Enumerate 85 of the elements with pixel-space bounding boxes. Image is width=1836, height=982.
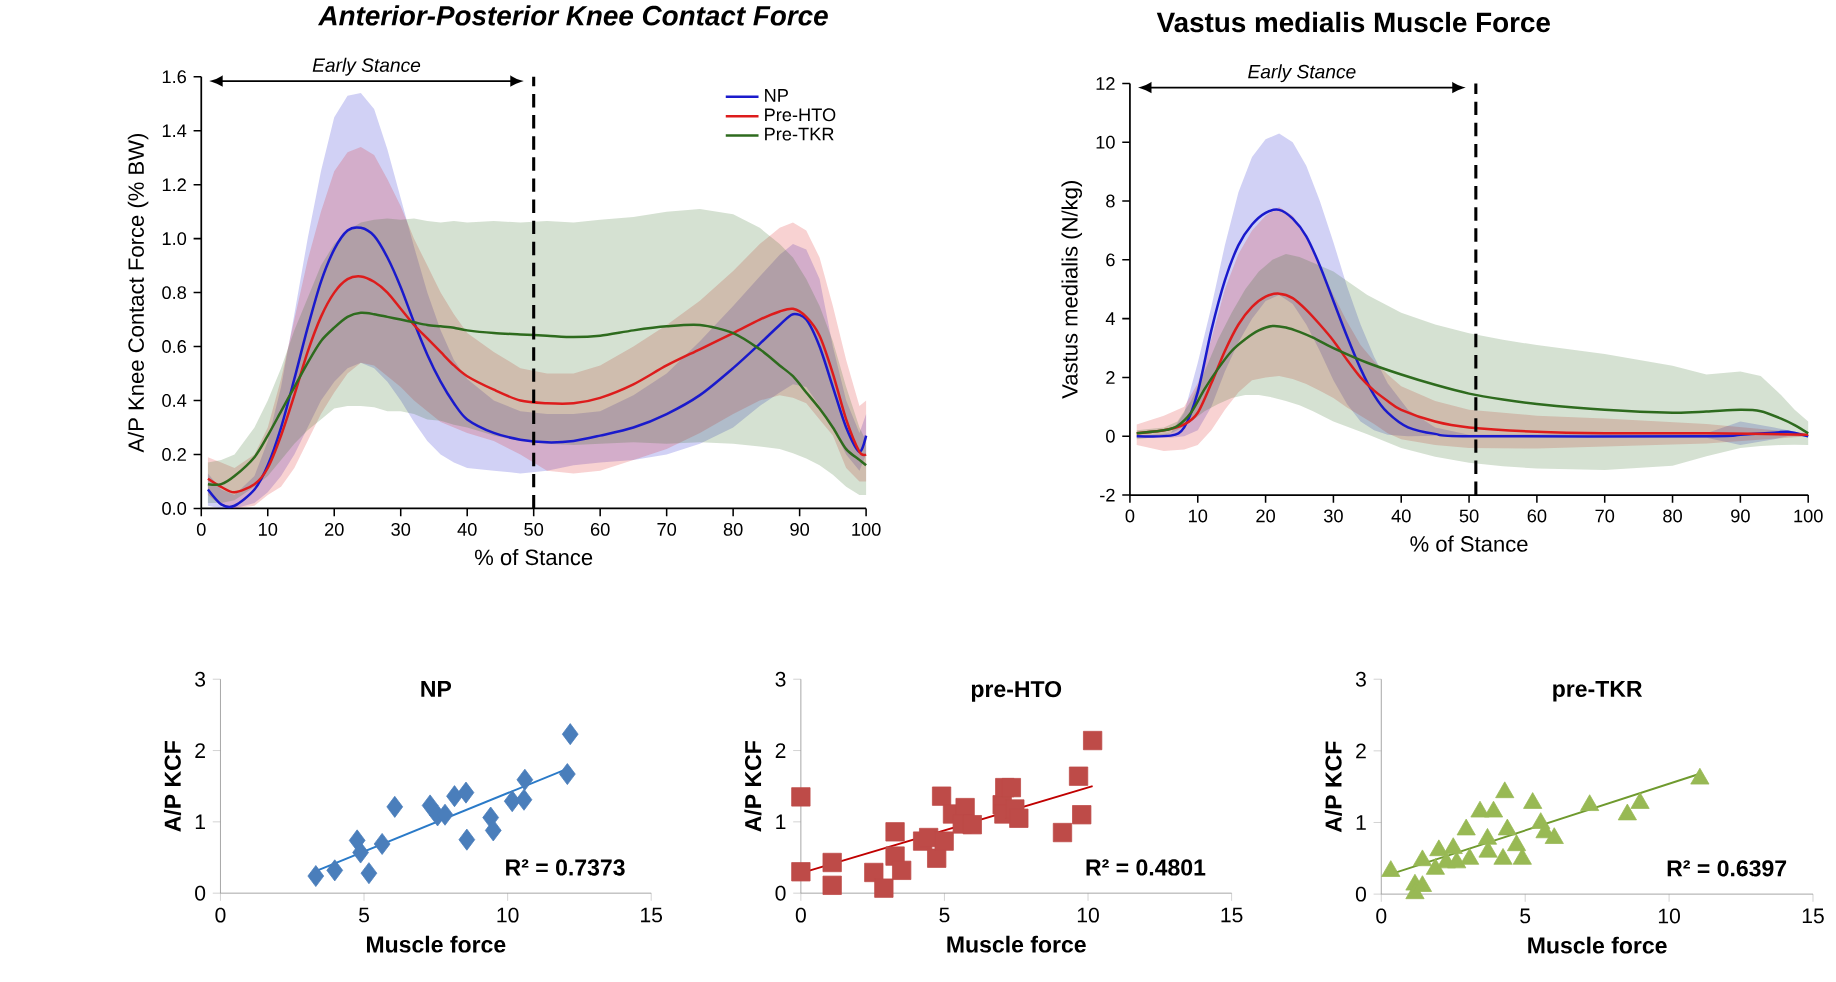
chart-title: pre-HTO — [971, 680, 1062, 702]
y-axis-title: Vastus medialis (N/kg) — [1061, 180, 1083, 399]
x-tick-label: 70 — [1595, 509, 1615, 523]
y-tick-label: 1.6 — [162, 70, 187, 84]
x-tick-label: 5 — [359, 907, 370, 923]
y-tick-label: 1.2 — [162, 178, 186, 191]
x-tick-label: 15 — [641, 907, 663, 923]
x-tick-label: 10 — [1658, 908, 1680, 924]
x-tick-label: 0 — [215, 907, 226, 923]
y-tick-label: 0.6 — [162, 339, 187, 353]
x-tick-label: 10 — [1077, 907, 1099, 923]
y-tick-label: 0 — [195, 885, 206, 901]
y-axis-title: A/P KCF — [163, 740, 182, 832]
y-tick-label: -2 — [1100, 488, 1115, 502]
annotation: R² = 0.6397 — [1667, 859, 1787, 877]
y-tick-label: 0.2 — [162, 447, 186, 461]
y-tick-label: 0.0 — [162, 501, 187, 515]
x-tick-label: 80 — [723, 522, 743, 536]
y-tick-label: 1 — [1356, 815, 1366, 830]
x-axis-title: Muscle force — [1528, 936, 1667, 954]
x-axis-title: Muscle force — [947, 935, 1086, 953]
y-tick-label: 2 — [195, 743, 205, 758]
y-axis-title: A/P KCF — [1324, 741, 1342, 832]
y-tick-label: 3 — [775, 671, 786, 687]
y-tick-label: 3 — [1355, 671, 1366, 687]
x-tick-label: 60 — [590, 522, 610, 536]
x-tick-label: 30 — [1323, 509, 1343, 523]
x-tick-label: 0 — [1125, 509, 1135, 523]
text: Early Stance — [1248, 64, 1356, 83]
y-tick-label: 1.4 — [162, 124, 187, 137]
x-tick-label: 0 — [795, 907, 806, 923]
y-tick-label: 10 — [1096, 135, 1115, 149]
chart-title: NP — [421, 680, 452, 697]
y-tick-label: 2 — [775, 743, 786, 758]
y-tick-label: 2 — [1356, 743, 1366, 759]
y-tick-label: 6 — [1106, 253, 1115, 267]
chart-title: Anterior-Posterior Knee Contact Force — [317, 4, 828, 26]
legend-label: NP — [765, 88, 788, 102]
y-tick-label: 1 — [195, 814, 205, 829]
x-tick-label: 0 — [1376, 908, 1387, 924]
legend-label: Pre-HTO — [765, 108, 836, 122]
x-tick-label: 70 — [657, 522, 677, 536]
x-tick-label: 15 — [1802, 908, 1824, 924]
x-tick-label: 10 — [259, 522, 278, 536]
x-tick-label: 50 — [1459, 509, 1479, 523]
y-axis-title: A/P Knee Contact Force (% BW) — [127, 133, 149, 453]
x-axis-title: Muscle force — [366, 935, 506, 953]
chart-title: Vastus medialis Muscle Force — [1156, 11, 1550, 33]
x-tick-label: 40 — [457, 522, 477, 536]
y-tick-label: 0 — [775, 885, 786, 901]
text: Early Stance — [312, 57, 421, 76]
x-tick-label: 90 — [1731, 509, 1750, 523]
y-tick-label: 3 — [195, 671, 206, 687]
legend-label: Pre-TKR — [765, 127, 834, 141]
x-tick-label: 100 — [1794, 509, 1823, 523]
x-tick-label: 20 — [325, 522, 344, 536]
x-axis-title: % of Stance — [474, 548, 593, 565]
annotation: R² = 0.7373 — [506, 859, 625, 876]
y-tick-label: 0.4 — [162, 393, 187, 407]
x-tick-label: 90 — [790, 522, 810, 536]
y-tick-label: 1.0 — [162, 231, 187, 245]
x-tick-label: 50 — [524, 522, 544, 536]
y-tick-label: 2 — [1106, 370, 1115, 384]
x-tick-label: 60 — [1527, 509, 1547, 523]
x-tick-label: 10 — [497, 907, 519, 923]
y-tick-label: 1 — [776, 814, 786, 829]
chart-title: pre-TKR — [1553, 680, 1643, 702]
y-tick-label: 0.8 — [162, 285, 187, 299]
x-tick-label: 100 — [852, 522, 881, 536]
x-tick-label: 10 — [1189, 509, 1208, 523]
x-tick-label: 5 — [1520, 908, 1531, 924]
x-tick-label: 80 — [1663, 509, 1682, 523]
y-tick-label: 8 — [1106, 194, 1115, 208]
x-tick-label: 5 — [939, 907, 950, 923]
x-tick-label: 20 — [1256, 509, 1275, 523]
y-tick-label: 4 — [1105, 312, 1115, 325]
x-axis-title: % of Stance — [1410, 535, 1528, 552]
x-tick-label: 15 — [1221, 907, 1243, 923]
y-tick-label: 0 — [1355, 886, 1366, 902]
x-tick-label: 40 — [1391, 509, 1411, 523]
y-axis-title: A/P KCF — [744, 740, 762, 832]
y-tick-label: 12 — [1096, 76, 1115, 90]
x-tick-label: 30 — [391, 522, 411, 536]
annotation: R² = 0.4801 — [1086, 859, 1206, 876]
y-tick-label: 0 — [1106, 429, 1115, 443]
